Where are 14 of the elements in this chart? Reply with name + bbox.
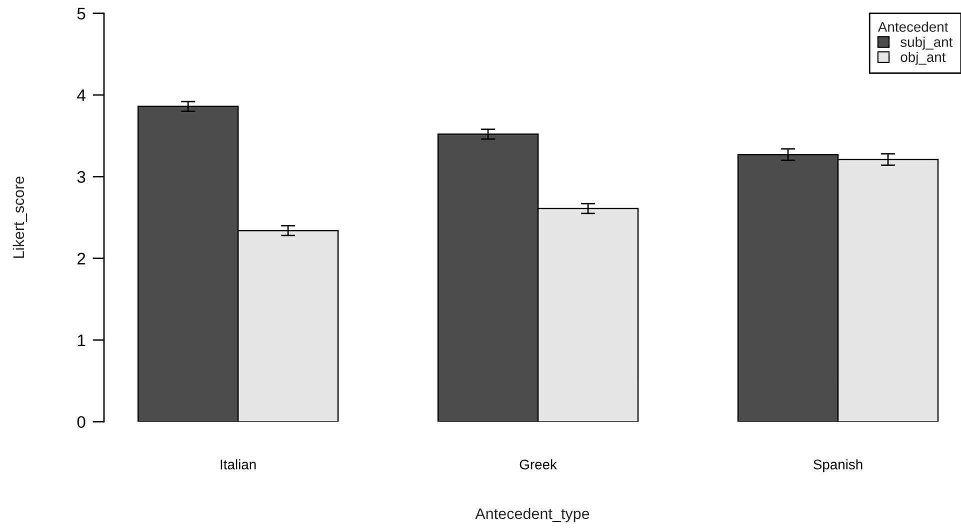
x-axis-title: Antecedent_type — [475, 508, 590, 522]
x-tick-label: Spanish — [814, 459, 862, 472]
y-axis-title: Likert_score — [12, 176, 27, 258]
y-tick-label: 2 — [78, 252, 86, 264]
x-tick-label: Greek — [520, 459, 557, 470]
x-tick-label: Italian — [220, 459, 256, 470]
y-tick-label: 1 — [78, 334, 86, 346]
y-tick-label: 5 — [77, 8, 86, 20]
legend-title: Antecedent — [878, 22, 948, 32]
y-tick-label: 0 — [77, 416, 86, 428]
y-tick-label: 3 — [77, 171, 86, 183]
y-tick-label: 4 — [77, 90, 86, 102]
legend-label: obj_ant — [900, 52, 946, 65]
legend-label: subj_ant — [900, 36, 953, 50]
